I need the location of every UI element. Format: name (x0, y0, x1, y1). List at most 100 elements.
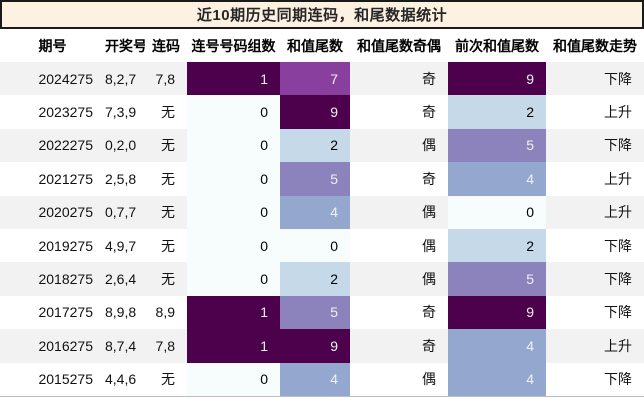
cell-trend: 下降 (546, 262, 644, 296)
cell-prev-tail: 2 (448, 95, 546, 129)
cell-trend: 下降 (546, 228, 644, 263)
cell-parity: 偶 (350, 195, 448, 229)
table-row: 2022275 0,2,0 无 0 2 偶 5 下降 (0, 128, 644, 163)
table-row: 2016275 8,7,4 7,8 1 9 奇 4 上升 (0, 329, 644, 363)
cell-period: 2024275 (0, 62, 105, 96)
cell-parity: 偶 (350, 262, 448, 296)
cell-parity: 奇 (350, 95, 448, 129)
title-bar: 近10期历史同期连码，和尾数据统计 (0, 0, 644, 29)
cell-period: 2020275 (0, 195, 105, 229)
cell-groups: 0 (187, 362, 280, 397)
cell-lianma: 无 (145, 362, 187, 397)
cell-prev-tail: 0 (448, 195, 546, 229)
cell-prev-tail: 4 (448, 162, 546, 196)
table-row: 2024275 8,2,7 7,8 1 7 奇 9 下降 (0, 62, 644, 96)
header-row: 期号 开奖号码 连码 连号号码组数 和值尾数 和值尾数奇偶 前次和值尾数 和值尾… (0, 29, 644, 62)
cell-parity: 奇 (350, 295, 448, 330)
cell-prev-tail: 5 (448, 262, 546, 296)
table-row: 2017275 8,9,8 8,9 1 5 奇 9 下降 (0, 295, 644, 330)
cell-parity: 奇 (350, 62, 448, 96)
cell-lianma: 无 (145, 262, 187, 296)
cell-tail: 0 (280, 228, 350, 263)
cell-prev-tail: 9 (448, 295, 546, 330)
cell-tail: 5 (280, 162, 350, 196)
cell-trend: 下降 (546, 128, 644, 163)
cell-numbers: 7,3,9 (105, 95, 145, 129)
header-trend: 和值尾数走势 (546, 29, 644, 62)
cell-lianma: 无 (145, 95, 187, 129)
table-body: 2024275 8,2,7 7,8 1 7 奇 9 下降 2023275 7,3,9 无 0 9 奇 2 上升… (0, 62, 644, 397)
cell-tail: 7 (280, 62, 350, 96)
cell-groups: 1 (187, 295, 280, 330)
cell-period: 2019275 (0, 228, 105, 263)
cell-period: 2016275 (0, 329, 105, 363)
cell-parity: 奇 (350, 162, 448, 196)
cell-trend: 上升 (546, 95, 644, 129)
header-parity: 和值尾数奇偶 (350, 29, 448, 62)
cell-trend: 上升 (546, 162, 644, 196)
cell-trend: 下降 (546, 295, 644, 330)
cell-groups: 0 (187, 262, 280, 296)
cell-numbers: 0,2,0 (105, 128, 145, 163)
table-row: 2018275 2,6,4 无 0 2 偶 5 下降 (0, 262, 644, 296)
stats-table: 期号 开奖号码 连码 连号号码组数 和值尾数 和值尾数奇偶 前次和值尾数 和值尾… (0, 29, 644, 397)
cell-parity: 偶 (350, 128, 448, 163)
cell-prev-tail: 4 (448, 329, 546, 363)
cell-groups: 0 (187, 228, 280, 263)
cell-prev-tail: 4 (448, 362, 546, 397)
header-lianma: 连码 (145, 29, 187, 62)
cell-tail: 9 (280, 95, 350, 129)
cell-tail: 5 (280, 295, 350, 330)
cell-parity: 偶 (350, 362, 448, 397)
cell-numbers: 4,4,6 (105, 362, 145, 397)
cell-lianma: 无 (145, 195, 187, 229)
cell-prev-tail: 2 (448, 228, 546, 263)
cell-period: 2023275 (0, 95, 105, 129)
cell-trend: 下降 (546, 362, 644, 397)
table-row: 2021275 2,5,8 无 0 5 奇 4 上升 (0, 162, 644, 196)
header-prev-tail: 前次和值尾数 (448, 29, 546, 62)
cell-period: 2015275 (0, 362, 105, 397)
cell-groups: 0 (187, 95, 280, 129)
cell-trend: 下降 (546, 62, 644, 96)
cell-numbers: 2,6,4 (105, 262, 145, 296)
table-header: 期号 开奖号码 连码 连号号码组数 和值尾数 和值尾数奇偶 前次和值尾数 和值尾… (0, 29, 644, 62)
header-groups: 连号号码组数 (187, 29, 280, 62)
header-numbers: 开奖号码 (105, 29, 145, 62)
cell-trend: 上升 (546, 329, 644, 363)
table-row: 2015275 4,4,6 无 0 4 偶 4 下降 (0, 362, 644, 397)
cell-period: 2017275 (0, 295, 105, 330)
cell-groups: 0 (187, 128, 280, 163)
cell-lianma: 7,8 (145, 62, 187, 96)
cell-lianma: 无 (145, 228, 187, 263)
table-row: 2019275 4,9,7 无 0 0 偶 2 下降 (0, 228, 644, 263)
cell-lianma: 无 (145, 162, 187, 196)
cell-parity: 偶 (350, 228, 448, 263)
header-period: 期号 (0, 29, 105, 62)
cell-numbers: 0,7,7 (105, 195, 145, 229)
cell-period: 2021275 (0, 162, 105, 196)
page-title: 近10期历史同期连码，和尾数据统计 (196, 7, 448, 24)
cell-groups: 1 (187, 329, 280, 363)
cell-trend: 上升 (546, 195, 644, 229)
cell-period: 2018275 (0, 262, 105, 296)
cell-prev-tail: 5 (448, 128, 546, 163)
cell-tail: 9 (280, 329, 350, 363)
cell-lianma: 7,8 (145, 329, 187, 363)
cell-numbers: 2,5,8 (105, 162, 145, 196)
cell-numbers: 8,7,4 (105, 329, 145, 363)
cell-lianma: 8,9 (145, 295, 187, 330)
cell-numbers: 4,9,7 (105, 228, 145, 263)
cell-tail: 2 (280, 128, 350, 163)
header-tail: 和值尾数 (280, 29, 350, 62)
cell-lianma: 无 (145, 128, 187, 163)
cell-tail: 4 (280, 195, 350, 229)
cell-groups: 0 (187, 195, 280, 229)
cell-parity: 奇 (350, 329, 448, 363)
cell-period: 2022275 (0, 128, 105, 163)
cell-groups: 0 (187, 162, 280, 196)
cell-tail: 2 (280, 262, 350, 296)
table-row: 2020275 0,7,7 无 0 4 偶 0 上升 (0, 195, 644, 229)
cell-numbers: 8,9,8 (105, 295, 145, 330)
